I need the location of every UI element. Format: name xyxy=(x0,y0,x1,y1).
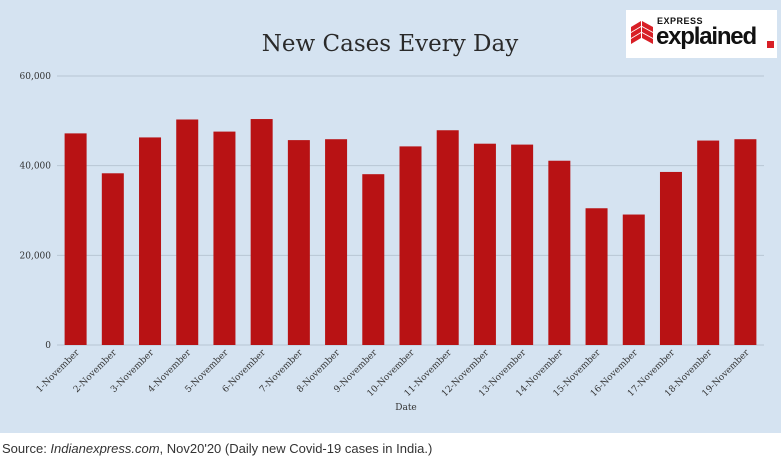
caption-prefix: Source: xyxy=(2,441,51,456)
logo-explained-text: explained xyxy=(656,23,757,50)
bar xyxy=(213,131,236,345)
bar xyxy=(734,139,757,345)
bar xyxy=(399,146,422,345)
bar-chart: New Cases Every Day 020,00040,00060,000 … xyxy=(20,31,764,413)
bar xyxy=(436,130,459,345)
bar xyxy=(473,143,496,345)
bar xyxy=(101,173,124,345)
bar xyxy=(511,144,534,345)
bar xyxy=(622,214,645,345)
logo-stripes-icon xyxy=(631,21,653,44)
bar xyxy=(362,174,385,345)
bar xyxy=(139,137,162,345)
bar xyxy=(64,133,87,345)
chart-title: New Cases Every Day xyxy=(262,31,518,57)
bar xyxy=(176,119,199,345)
chart-panel xyxy=(0,0,781,433)
source-caption: Source: Indianexpress.com, Nov20'20 (Dai… xyxy=(2,441,432,456)
y-tick-label: 40,000 xyxy=(20,162,52,172)
logo-dot xyxy=(767,41,774,48)
caption-suffix: , Nov20'20 (Daily new Covid-19 cases in … xyxy=(159,441,433,456)
bar xyxy=(585,208,608,345)
y-tick-label: 20,000 xyxy=(20,251,52,261)
bar xyxy=(250,119,273,345)
bar xyxy=(548,160,571,345)
express-explained-logo: EXPRESS explained xyxy=(626,10,777,58)
logo-express-text: EXPRESS xyxy=(657,16,704,26)
bar xyxy=(697,140,720,345)
y-tick-label: 60,000 xyxy=(20,72,52,82)
bar xyxy=(325,139,348,345)
y-tick-label: 0 xyxy=(45,341,51,351)
bar xyxy=(287,140,310,345)
caption-source-link[interactable]: Indianexpress.com xyxy=(50,441,160,456)
x-axis-title: Date xyxy=(395,403,417,413)
bar xyxy=(659,171,682,345)
